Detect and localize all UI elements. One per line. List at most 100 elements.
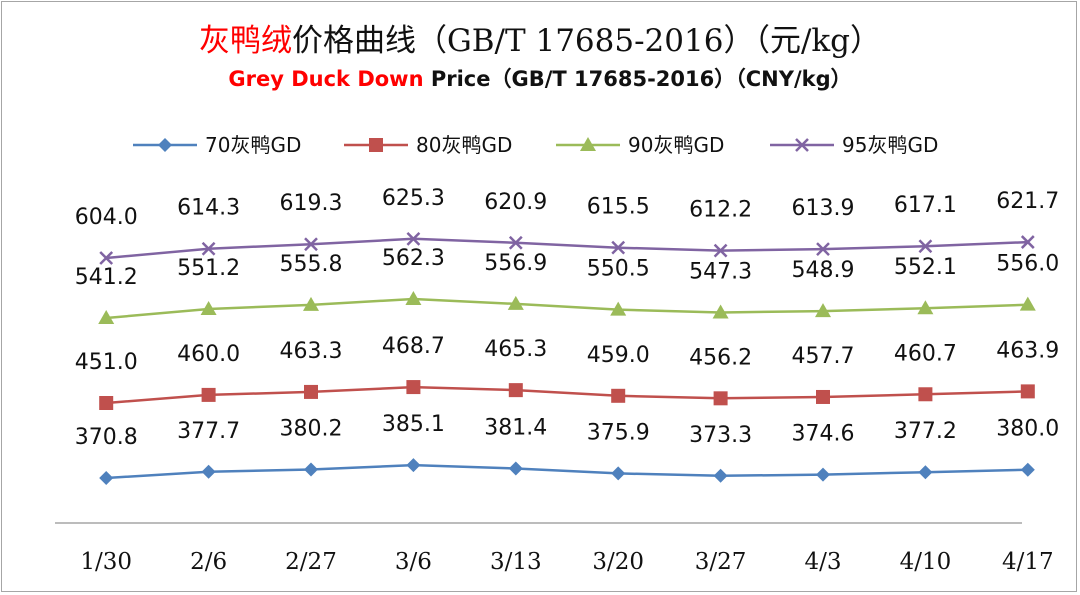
data-label-s3-9: 552.1 bbox=[894, 255, 957, 280]
data-label-s2-8: 457.7 bbox=[792, 344, 855, 369]
data-label-s2-3: 463.3 bbox=[280, 339, 343, 364]
data-label-s3-7: 547.3 bbox=[689, 260, 752, 285]
data-point-s4-9 bbox=[918, 239, 933, 254]
data-label-s4-2: 614.3 bbox=[177, 196, 240, 221]
data-label-s1-8: 374.6 bbox=[792, 422, 855, 447]
data-point-s4-10 bbox=[1020, 235, 1035, 249]
data-point-s4-2 bbox=[201, 241, 216, 256]
data-label-s3-6: 550.5 bbox=[587, 257, 650, 282]
chart-title-rest: 价格曲线（GB/T 17685-2016）（元/kg） bbox=[292, 23, 881, 59]
series-3: 541.2 551.2 555.8 562.3 556.9 550.5 547.3 548.9… bbox=[75, 246, 1059, 324]
chart-title-highlight: 灰鸭绒 bbox=[199, 23, 292, 59]
data-point-s1-3 bbox=[304, 462, 318, 477]
data-label-s1-5: 381.4 bbox=[484, 415, 547, 440]
data-label-s2-2: 460.0 bbox=[177, 342, 240, 367]
x-tick-1: 1/30 bbox=[80, 549, 132, 575]
data-label-s3-1: 541.2 bbox=[75, 265, 138, 290]
data-point-s1-8 bbox=[816, 467, 830, 482]
data-label-s4-8: 613.9 bbox=[792, 196, 855, 221]
data-label-s3-5: 556.9 bbox=[484, 251, 547, 276]
data-point-s2-9 bbox=[918, 387, 933, 402]
data-label-s3-4: 562.3 bbox=[382, 246, 445, 271]
data-point-s2-10 bbox=[1020, 384, 1035, 399]
data-point-s3-5 bbox=[507, 295, 524, 310]
data-point-s1-9 bbox=[918, 465, 933, 480]
data-point-s1-4 bbox=[406, 458, 421, 473]
data-point-s2-6 bbox=[611, 388, 626, 403]
x-tick-5: 3/13 bbox=[490, 549, 542, 575]
data-label-s2-7: 456.2 bbox=[689, 345, 752, 370]
data-label-s4-6: 615.5 bbox=[587, 195, 650, 220]
series-line-3 bbox=[106, 297, 1028, 320]
data-label-s4-5: 620.9 bbox=[484, 190, 547, 215]
data-point-s4-8 bbox=[816, 242, 830, 256]
data-point-s1-7 bbox=[713, 468, 728, 483]
x-axis-ticks: 1/30 2/6 2/27 3/6 3/13 3/20 3/27 4/3 4/10 4/17 bbox=[80, 549, 1053, 575]
data-point-s2-2 bbox=[201, 387, 216, 402]
data-label-s3-10: 556.0 bbox=[996, 252, 1059, 277]
legend-marker-3 bbox=[580, 137, 596, 151]
data-point-s4-6 bbox=[611, 240, 626, 255]
data-label-s1-10: 380.0 bbox=[996, 417, 1059, 442]
data-label-s1-3: 380.2 bbox=[280, 417, 343, 442]
data-point-s4-3 bbox=[304, 237, 318, 252]
data-label-s1-1: 370.8 bbox=[75, 425, 138, 450]
x-tick-9: 4/10 bbox=[900, 549, 952, 575]
data-label-s1-7: 373.3 bbox=[689, 423, 752, 448]
data-label-s4-9: 617.1 bbox=[894, 193, 957, 218]
data-point-s2-5 bbox=[508, 383, 523, 398]
x-tick-6: 3/20 bbox=[592, 549, 644, 575]
data-point-s4-4 bbox=[406, 231, 421, 246]
x-tick-4: 3/6 bbox=[395, 549, 432, 575]
series-4: 604.0 614.3 619.3 625.3 620.9 615.5 612.2 613.9… bbox=[75, 186, 1059, 265]
legend-label-2: 80灰鸭GD bbox=[416, 133, 512, 157]
data-label-s2-4: 468.7 bbox=[382, 334, 445, 359]
data-point-s3-10 bbox=[1019, 296, 1036, 311]
data-label-s2-1: 451.0 bbox=[75, 350, 138, 375]
data-point-s1-10 bbox=[1020, 462, 1035, 477]
data-point-s3-9 bbox=[917, 300, 934, 315]
data-point-s1-1 bbox=[99, 471, 114, 485]
data-point-s4-5 bbox=[508, 235, 523, 250]
data-point-s3-4 bbox=[405, 291, 422, 306]
data-point-s1-6 bbox=[611, 466, 626, 481]
chart-subtitle-rest: Price（GB/T 17685-2016）（CNY/kg） bbox=[424, 67, 852, 91]
data-label-s3-2: 551.2 bbox=[177, 256, 240, 281]
data-label-s4-3: 619.3 bbox=[280, 191, 343, 216]
data-label-s1-2: 377.7 bbox=[177, 419, 240, 444]
data-label-s3-3: 555.8 bbox=[280, 252, 343, 277]
data-point-s3-3 bbox=[303, 296, 319, 311]
series-group: 370.8 377.7 380.2 385.1 381.4 375.9 373.3 374.6… bbox=[75, 186, 1059, 485]
data-label-s1-9: 377.2 bbox=[894, 419, 957, 444]
series-line-1 bbox=[106, 463, 1028, 480]
legend-label-4: 95灰鸭GD bbox=[842, 133, 938, 157]
chart-title: 灰鸭绒价格曲线（GB/T 17685-2016）（元/kg） bbox=[199, 23, 881, 59]
data-label-s4-4: 625.3 bbox=[382, 186, 445, 211]
data-label-s3-8: 548.9 bbox=[792, 258, 855, 283]
data-point-s3-1 bbox=[98, 310, 115, 324]
data-point-s3-7 bbox=[712, 304, 729, 319]
data-label-s4-10: 621.7 bbox=[996, 189, 1059, 214]
data-point-s4-7 bbox=[713, 243, 728, 258]
data-label-s2-10: 463.9 bbox=[996, 338, 1059, 363]
chart-subtitle-highlight: Grey Duck Down bbox=[228, 67, 423, 91]
data-label-s2-6: 459.0 bbox=[587, 343, 650, 368]
data-point-s1-5 bbox=[508, 461, 523, 476]
series-1: 370.8 377.7 380.2 385.1 381.4 375.9 373.3 374.6… bbox=[75, 412, 1059, 485]
x-tick-3: 2/27 bbox=[285, 549, 337, 575]
data-label-s2-5: 465.3 bbox=[484, 337, 547, 362]
data-point-s3-2 bbox=[200, 301, 217, 315]
legend-label-3: 90灰鸭GD bbox=[628, 133, 724, 157]
legend-marker-2 bbox=[369, 138, 383, 152]
data-point-s2-8 bbox=[816, 389, 830, 404]
legend-marker-4 bbox=[795, 138, 809, 152]
legend-marker-1 bbox=[158, 138, 172, 152]
data-label-s4-7: 612.2 bbox=[689, 198, 752, 223]
series-line-4 bbox=[106, 237, 1028, 260]
x-tick-8: 4/3 bbox=[804, 549, 841, 575]
data-point-s2-1 bbox=[99, 396, 114, 410]
data-label-s2-9: 460.7 bbox=[894, 341, 957, 366]
data-label-s4-1: 604.0 bbox=[75, 205, 138, 230]
